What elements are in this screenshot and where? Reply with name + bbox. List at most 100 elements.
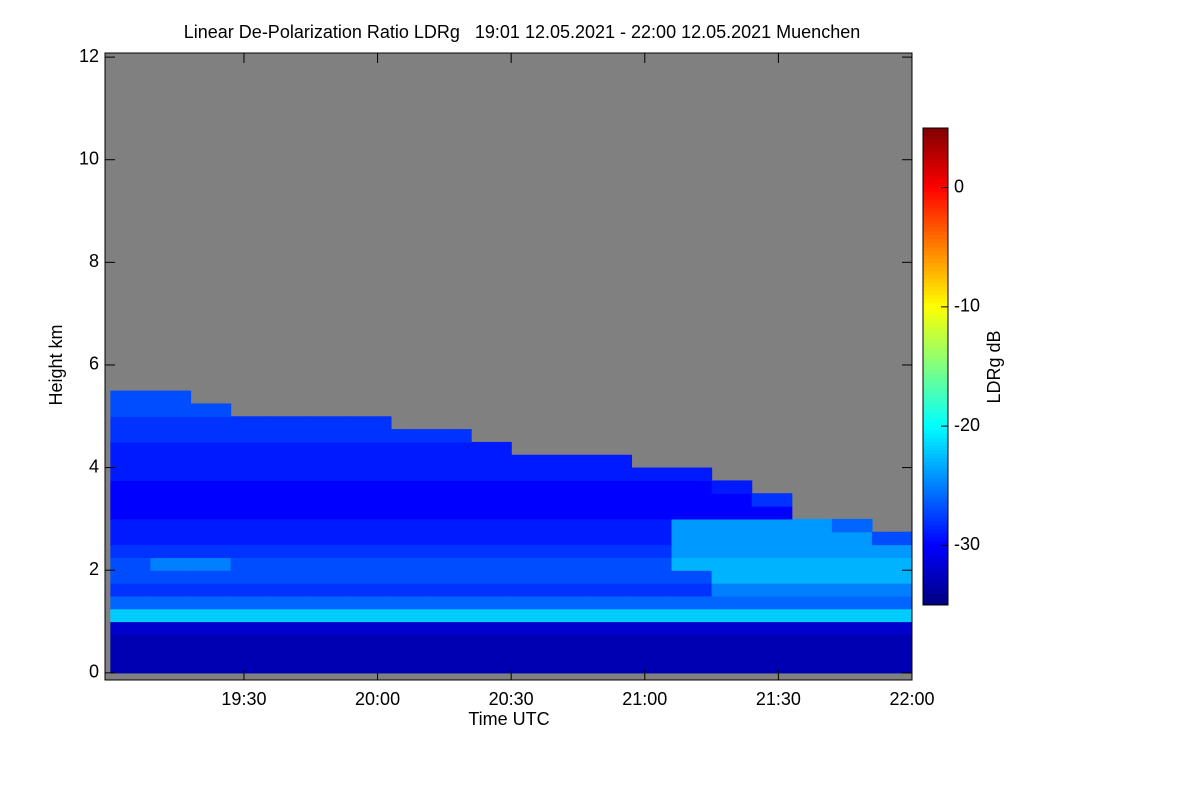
heatmap-cell: [230, 621, 272, 635]
heatmap-cell: [751, 531, 793, 546]
colorbar-swatch: [923, 366, 948, 371]
heatmap-cell: [551, 506, 592, 520]
heatmap-cell: [190, 570, 232, 584]
colorbar-swatch: [923, 211, 948, 216]
heatmap-cell: [791, 647, 833, 661]
heatmap-cell: [831, 570, 873, 584]
heatmap-cell: [230, 531, 272, 546]
colorbar-swatch: [923, 243, 948, 248]
heatmap-cell: [471, 480, 512, 494]
heatmap-cell: [471, 608, 512, 623]
heatmap-cell: [511, 557, 552, 571]
heatmap-cell: [350, 557, 392, 571]
colorbar-swatch: [923, 537, 948, 542]
heatmap-cell: [551, 557, 592, 571]
heatmap-cell: [511, 570, 552, 584]
colorbar-swatch: [923, 553, 948, 558]
heatmap-cell: [871, 583, 912, 597]
heatmap-cell: [150, 416, 192, 430]
y-tick-label: 2: [89, 559, 99, 579]
heatmap-cell: [390, 467, 432, 482]
heatmap-cell: [110, 454, 152, 469]
heatmap-cell: [791, 531, 833, 546]
heatmap-cell: [390, 518, 432, 533]
heatmap-cell: [631, 583, 673, 597]
heatmap-cell: [551, 595, 592, 610]
y-tick-label: 4: [89, 456, 99, 476]
heatmap-cell: [511, 467, 552, 482]
heatmap-cell: [431, 595, 472, 610]
heatmap-cell: [471, 659, 512, 674]
heatmap-cell: [150, 480, 192, 494]
heatmap-cell: [711, 583, 753, 597]
heatmap-cell: [110, 467, 152, 482]
colorbar-swatch: [923, 497, 948, 503]
colorbar-swatch: [923, 231, 948, 236]
heatmap-cell: [831, 518, 873, 533]
heatmap-cell: [591, 544, 633, 558]
heatmap-cell: [671, 634, 713, 648]
heatmap-cell: [350, 493, 392, 507]
colorbar-swatch: [923, 370, 948, 375]
heatmap-cell: [230, 557, 272, 571]
heatmap-cell: [831, 621, 873, 635]
colorbar: -30 -20 -10 0: [922, 127, 980, 606]
heatmap-cell: [511, 518, 552, 533]
heatmap-cell: [350, 608, 392, 623]
heatmap-cell: [631, 544, 673, 558]
heatmap-cell: [270, 583, 312, 597]
heatmap-cell: [671, 506, 713, 520]
heatmap-cell: [711, 570, 753, 584]
heatmap-cell: [551, 454, 592, 469]
heatmap-cell: [150, 544, 192, 558]
heatmap-cell: [150, 595, 192, 610]
heatmap-cell: [511, 608, 552, 623]
heatmap-cell: [791, 583, 833, 597]
colorbar-swatch: [923, 306, 948, 312]
heatmap-cell: [471, 518, 512, 533]
colorbar-swatch: [923, 255, 948, 260]
heatmap-cell: [270, 634, 312, 648]
colorbar-swatch: [923, 585, 948, 590]
heatmap-cell: [751, 518, 793, 533]
heatmap-cell: [791, 544, 833, 558]
heatmap-cell: [591, 659, 633, 674]
heatmap-cell: [350, 544, 392, 558]
heatmap-cell: [390, 454, 432, 469]
heatmap-cell: [671, 647, 713, 661]
colorbar-swatch: [923, 473, 948, 479]
heatmap-cell: [551, 493, 592, 507]
heatmap-cell: [190, 416, 232, 430]
heatmap-cell: [591, 557, 633, 571]
heatmap-cell: [591, 467, 633, 482]
colorbar-swatch: [923, 378, 948, 383]
colorbar-swatch: [923, 390, 948, 395]
heatmap-cell: [511, 480, 552, 494]
heatmap-cell: [511, 544, 552, 558]
colorbar-swatch: [923, 159, 948, 165]
colorbar-swatch: [923, 294, 948, 300]
heatmap-cell: [230, 659, 272, 674]
colorbar-swatch: [923, 199, 948, 205]
colorbar-swatch: [923, 263, 948, 268]
colorbar-swatch: [923, 557, 948, 562]
colorbar-swatch: [923, 302, 948, 308]
colorbar-swatch: [923, 354, 948, 360]
heatmap-cell: [270, 416, 312, 430]
heatmap-cell: [591, 570, 633, 584]
heatmap-cell: [350, 506, 392, 520]
colorbar-swatch: [923, 438, 948, 443]
colorbar-swatch: [923, 453, 948, 459]
colorbar-swatch: [923, 386, 948, 391]
heatmap-cell: [150, 441, 192, 456]
heatmap-cell: [190, 621, 232, 635]
heatmap-cell: [511, 621, 552, 635]
heatmap-cell: [631, 608, 673, 623]
heatmap-cell: [270, 621, 312, 635]
heatmap-cell: [230, 544, 272, 558]
colorbar-swatch: [923, 314, 948, 320]
heatmap-cell: [390, 659, 432, 674]
heatmap-cell: [310, 570, 352, 584]
colorbar-swatch: [923, 290, 948, 296]
heatmap-cell: [150, 518, 192, 533]
